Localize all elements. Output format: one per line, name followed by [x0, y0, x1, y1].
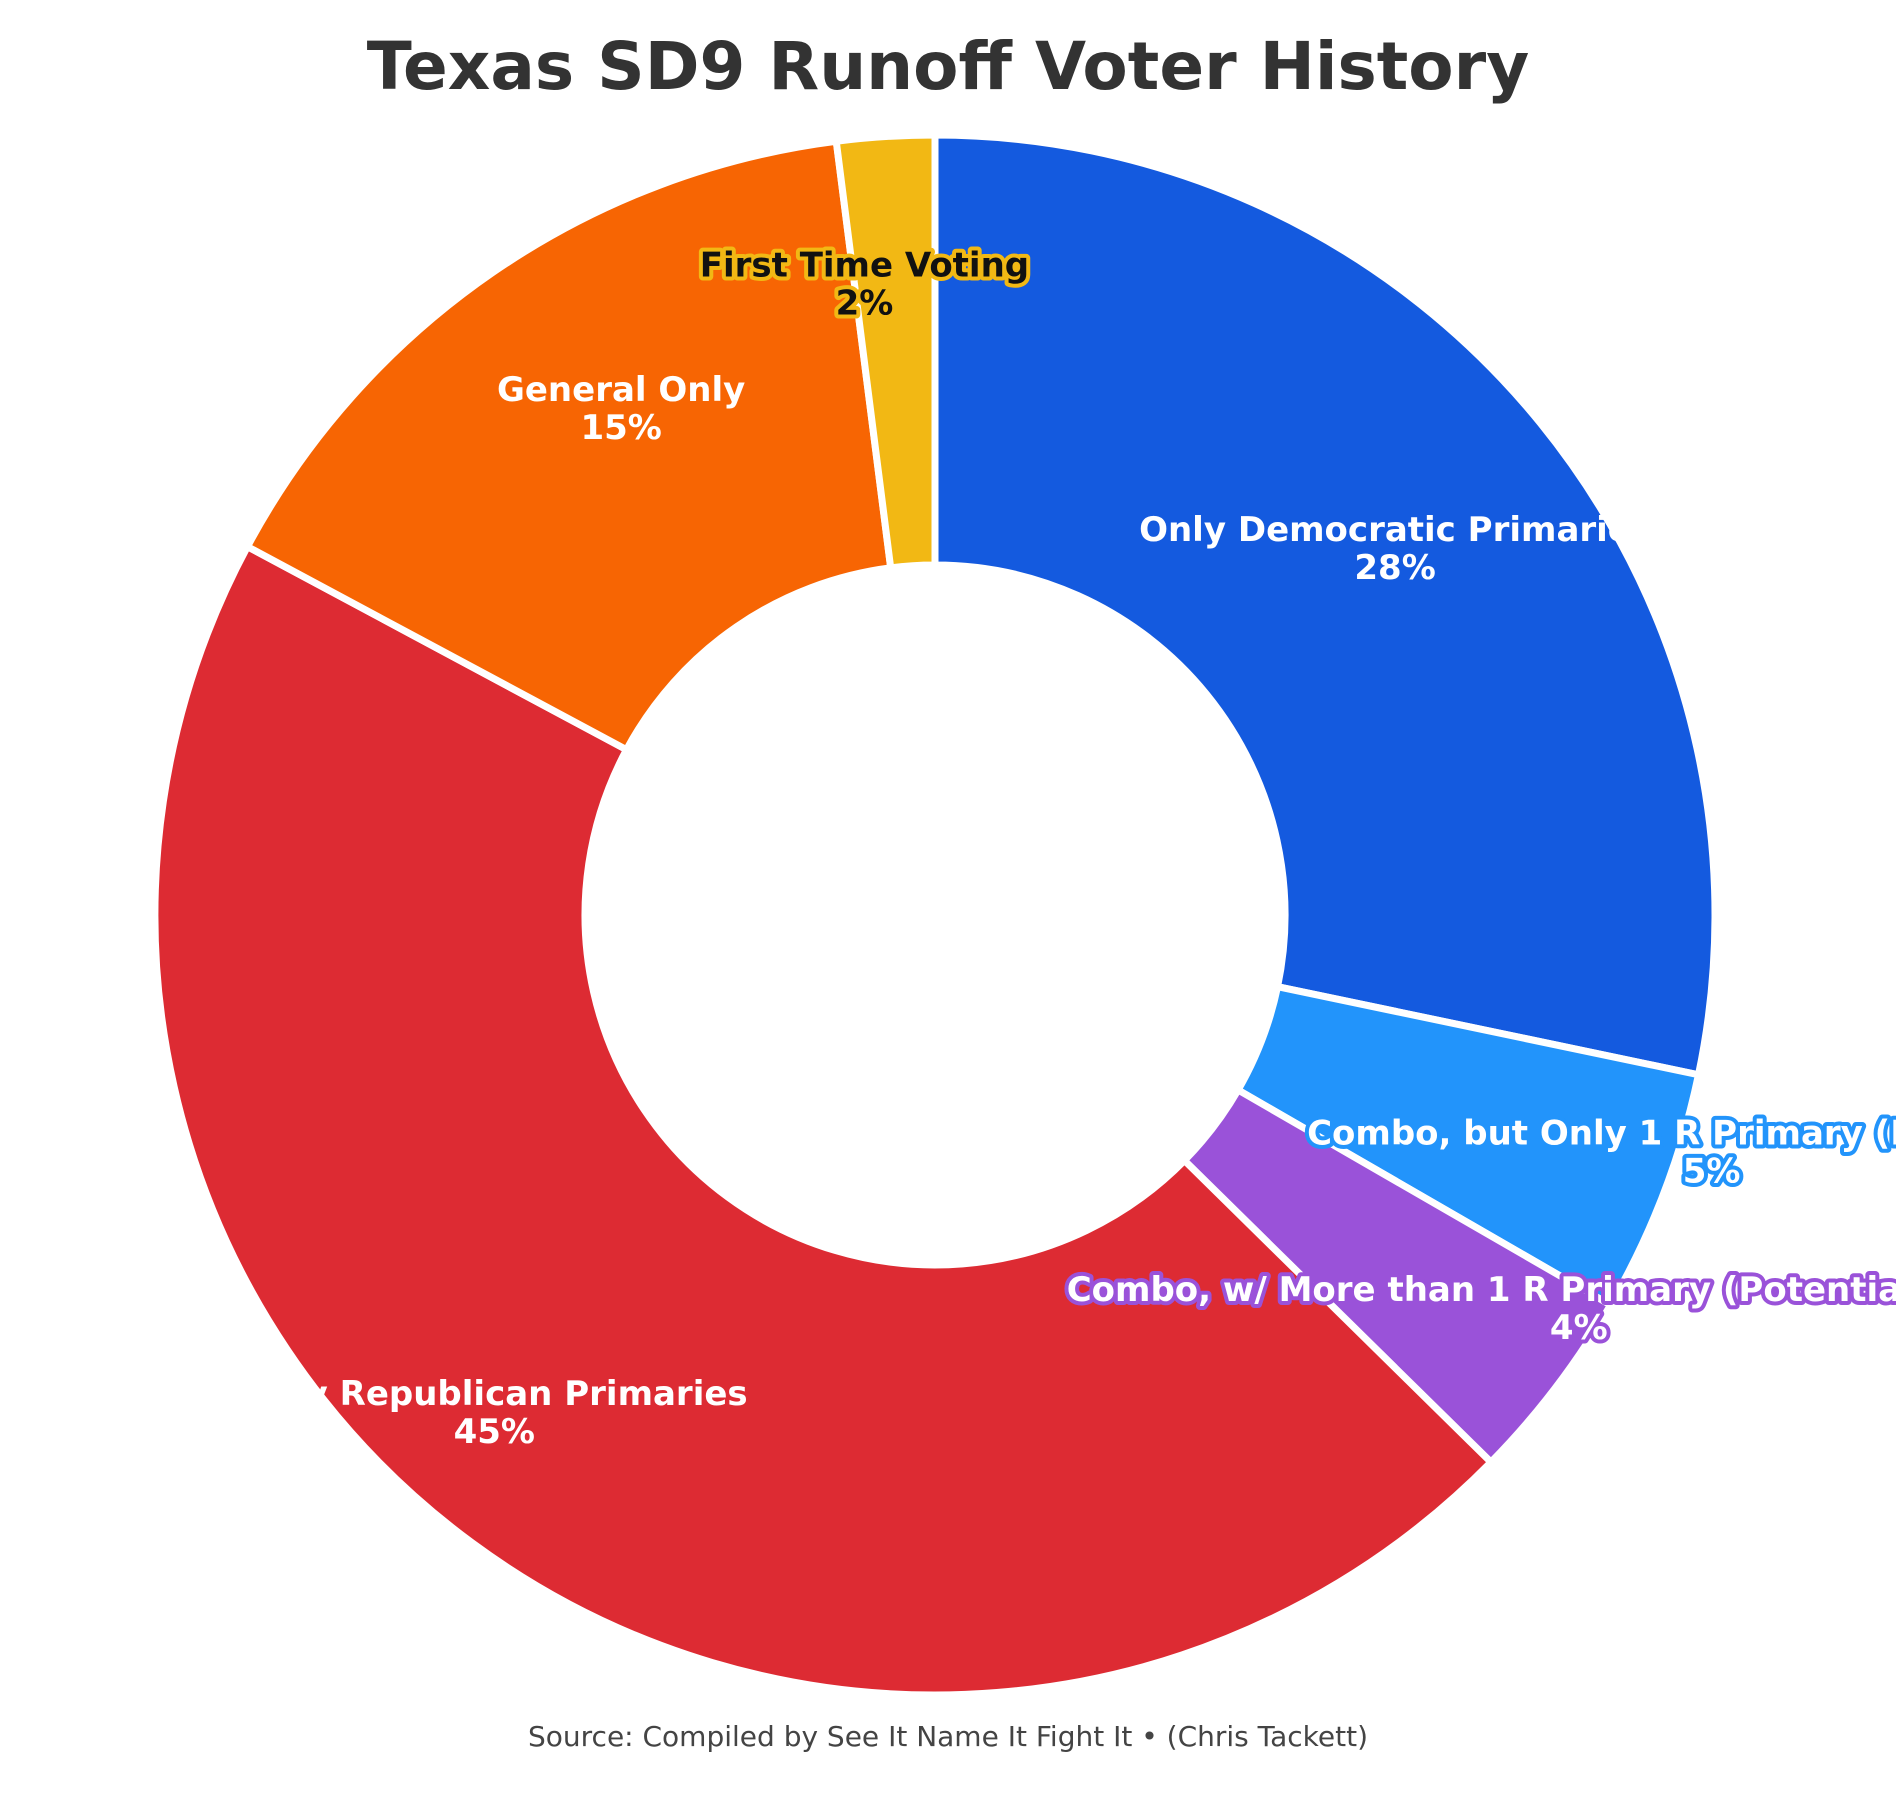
slice-name-label-only-republican-primaries: Only Republican Primaries — [241, 1374, 748, 1414]
slice-first-time-voting — [832, 131, 939, 572]
slice-name-label-combo-w-more-than-1-r-primary-potential-convert: Combo, w/ More than 1 R Primary (Potenti… — [1067, 1270, 1896, 1310]
slice-name-label-first-time-voting: First Time Voting — [700, 246, 1029, 286]
chart-title: Texas SD9 Runoff Voter History — [366, 28, 1530, 105]
slice-value-label-first-time-voting: 2% — [836, 284, 894, 324]
slice-value-label-only-republican-primaries: 45% — [454, 1412, 535, 1452]
slice-name-label-general-only: General Only — [497, 370, 745, 410]
slice-value-label-general-only: 15% — [580, 408, 661, 448]
slice-only-democratic-primaries — [931, 131, 1719, 1079]
slice-general-only — [243, 137, 895, 754]
slice-only-republican-primaries — [151, 543, 1495, 1699]
slice-name-label-combo-but-only-1-r-primary-likely-dem: Combo, but Only 1 R Primary (Likely Dem) — [1307, 1113, 1896, 1153]
slice-name-label-only-democratic-primaries: Only Democratic Primaries — [1139, 510, 1651, 550]
slice-value-label-combo-w-more-than-1-r-primary-potential-convert: 4% — [1550, 1308, 1608, 1348]
slice-value-label-only-democratic-primaries: 28% — [1354, 548, 1435, 588]
slices-layer — [151, 131, 1719, 1699]
slice-value-label-combo-but-only-1-r-primary-likely-dem: 5% — [1683, 1151, 1741, 1191]
chart-source: Source: Compiled by See It Name It Fight… — [528, 1720, 1368, 1753]
